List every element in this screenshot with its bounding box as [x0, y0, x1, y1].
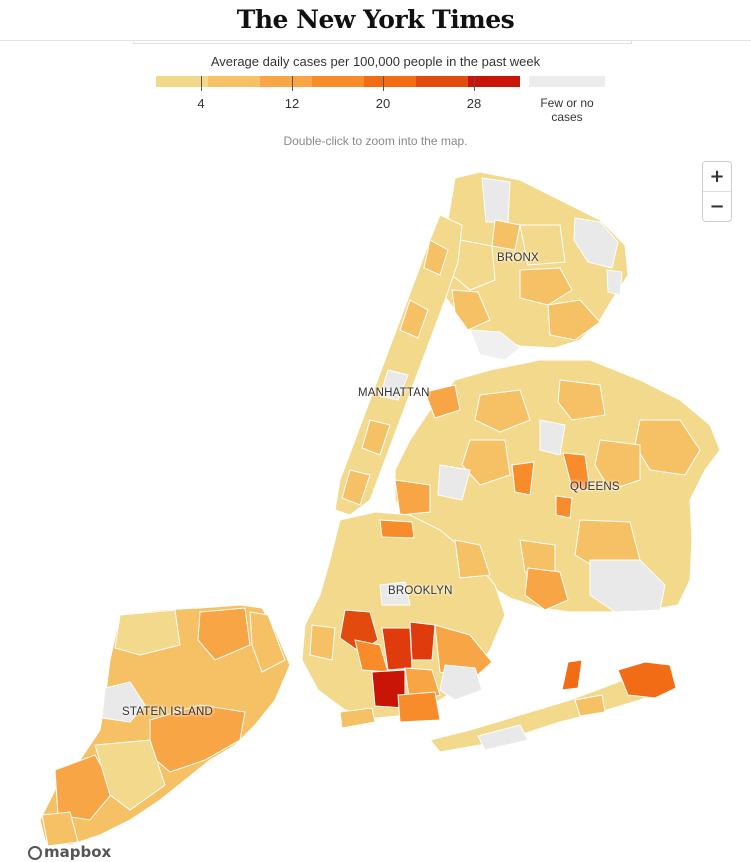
map-region: [555, 495, 573, 519]
legend-tick-label: 4: [197, 96, 205, 111]
map-region: [519, 267, 573, 306]
map-region: [409, 621, 436, 661]
legend-tick-label: 28: [466, 96, 482, 111]
map-region: [454, 539, 491, 579]
map-region: [361, 419, 391, 456]
rockaway-area: [339, 659, 677, 753]
map-region: [424, 384, 461, 419]
map-region: [439, 664, 483, 701]
map-region: [379, 519, 415, 539]
legend-color-step: [260, 76, 312, 87]
map-region: [461, 439, 511, 486]
map-region: [381, 627, 413, 671]
map-region: [379, 369, 409, 401]
legend-color-step: [312, 76, 364, 87]
map-region: [423, 239, 449, 276]
map-region: [519, 224, 566, 266]
legend-no-data-swatch: [529, 76, 605, 87]
mapbox-attribution[interactable]: mapbox: [28, 843, 111, 861]
map-region: [114, 609, 181, 656]
map-region: [394, 479, 431, 516]
map-region: [309, 624, 336, 661]
legend-tick-mark: [292, 76, 293, 91]
map-region: [101, 681, 146, 723]
map-region: [557, 379, 606, 421]
map-region: [397, 691, 441, 723]
nyt-logo[interactable]: The New York Times: [236, 5, 515, 34]
map-region: [589, 559, 666, 613]
map-region: [511, 461, 535, 496]
borough-label-brooklyn: BROOKLYN: [388, 585, 453, 597]
map-region: [617, 661, 677, 699]
map-region: [594, 439, 641, 491]
map-region: [197, 607, 251, 661]
map-region: [341, 469, 371, 506]
nyc-choropleth-map[interactable]: [0, 150, 751, 862]
map-region: [481, 177, 511, 223]
zoom-in-button[interactable]: +: [703, 162, 731, 191]
borough-label-queens: QUEENS: [570, 481, 620, 493]
legend-color-step: [364, 76, 416, 87]
map-region: [573, 217, 619, 269]
brooklyn-area: [301, 511, 506, 723]
map-region: [399, 299, 429, 339]
legend-tick-label: 20: [375, 96, 391, 111]
masthead: The New York Times: [0, 0, 751, 41]
map-region: [574, 694, 606, 717]
legend-tick-label: 12: [284, 96, 300, 111]
map-region: [379, 581, 411, 606]
staten-island-area: [39, 604, 291, 847]
map-zoom-hint: Double-click to zoom into the map.: [283, 134, 468, 148]
legend-color-scale: [156, 76, 520, 87]
map-region: [41, 811, 79, 847]
map-region: [606, 269, 623, 296]
legend-no-data-label: Few or no cases: [540, 96, 594, 124]
borough-label-bronx: BRONX: [497, 252, 539, 264]
map-region: [477, 724, 529, 751]
map-region: [562, 452, 591, 491]
legend-tick-mark: [474, 76, 475, 91]
zoom-controls: + −: [702, 161, 732, 222]
map-region: [339, 707, 376, 729]
map-region: [249, 611, 286, 673]
legend-color-step: [468, 76, 520, 87]
map-region: [539, 419, 566, 456]
map-region: [474, 389, 531, 433]
legend-tick-mark: [201, 76, 202, 91]
mapbox-logo-icon: [28, 846, 42, 860]
map-region: [469, 329, 521, 361]
sub-header-bar: [133, 40, 632, 44]
mapbox-attribution-text: mapbox: [44, 843, 112, 861]
legend-tick-mark: [383, 76, 384, 91]
borough-label-manhattan: MANHATTAN: [358, 387, 430, 399]
legend-color-step: [208, 76, 260, 87]
legend-title: Average daily cases per 100,000 people i…: [210, 54, 541, 69]
map-region: [547, 299, 601, 341]
map-region: [54, 754, 116, 821]
map-region: [451, 289, 491, 331]
map-region: [491, 219, 521, 251]
bronx-area: [439, 171, 629, 349]
legend-color-step: [156, 76, 208, 87]
map-region: [524, 567, 569, 611]
map-region: [94, 739, 166, 811]
borough-label-staten-island: STATEN ISLAND: [122, 706, 213, 718]
zoom-out-button[interactable]: −: [703, 191, 731, 220]
manhattan-area: [334, 214, 463, 516]
map-region: [561, 659, 583, 691]
map-region: [437, 464, 471, 501]
legend-color-step: [416, 76, 468, 87]
